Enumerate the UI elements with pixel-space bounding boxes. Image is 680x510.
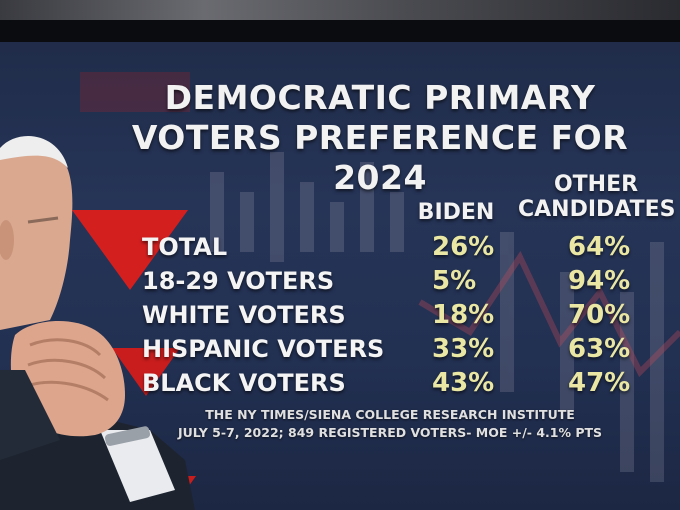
value-biden-hispanic: 33% — [432, 334, 495, 364]
value-other-black: 47% — [568, 368, 631, 398]
row-label-total: TOTAL — [142, 233, 228, 261]
column-header-other-line: CANDIDATES — [518, 197, 676, 222]
value-other-total: 64% — [568, 232, 631, 262]
source-line: JULY 5-7, 2022; 849 REGISTERED VOTERS- M… — [177, 425, 603, 440]
row-label-white: WHITE VOTERS — [142, 301, 346, 329]
value-biden-black: 43% — [432, 368, 495, 398]
chart-title-line: DEMOCRATIC PRIMARY — [164, 78, 596, 117]
chart-title: DEMOCRATIC PRIMARY VOTERS PREFERENCE FOR… — [80, 78, 680, 198]
value-biden-18-29: 5% — [432, 266, 477, 296]
row-label-18-29: 18-29 VOTERS — [142, 267, 335, 295]
value-other-hispanic: 63% — [568, 334, 631, 364]
source-note: THE NY TIMES/SIENA COLLEGE RESEARCH INST… — [130, 406, 650, 442]
tv-bezel-shadow — [0, 20, 680, 42]
value-biden-total: 26% — [432, 232, 495, 262]
value-other-white: 70% — [568, 300, 631, 330]
value-biden-white: 18% — [432, 300, 495, 330]
column-header-other-line: OTHER — [553, 172, 639, 197]
value-other-18-29: 94% — [568, 266, 631, 296]
source-line: THE NY TIMES/SIENA COLLEGE RESEARCH INST… — [205, 407, 575, 422]
column-header-biden-text: BIDEN — [417, 200, 495, 225]
stock-chart-graphic — [80, 72, 680, 482]
tv-bezel — [0, 0, 680, 20]
chart-title-line: VOTERS PREFERENCE FOR 2024 — [131, 118, 629, 197]
row-label-black: BLACK VOTERS — [142, 369, 346, 397]
person-portrait — [0, 136, 195, 510]
column-header-biden: BIDEN — [416, 200, 496, 225]
column-header-other-candidates: OTHER CANDIDATES — [518, 172, 676, 222]
red-triangle-decoration — [72, 210, 188, 290]
row-label-hispanic: HISPANIC VOTERS — [142, 335, 385, 363]
